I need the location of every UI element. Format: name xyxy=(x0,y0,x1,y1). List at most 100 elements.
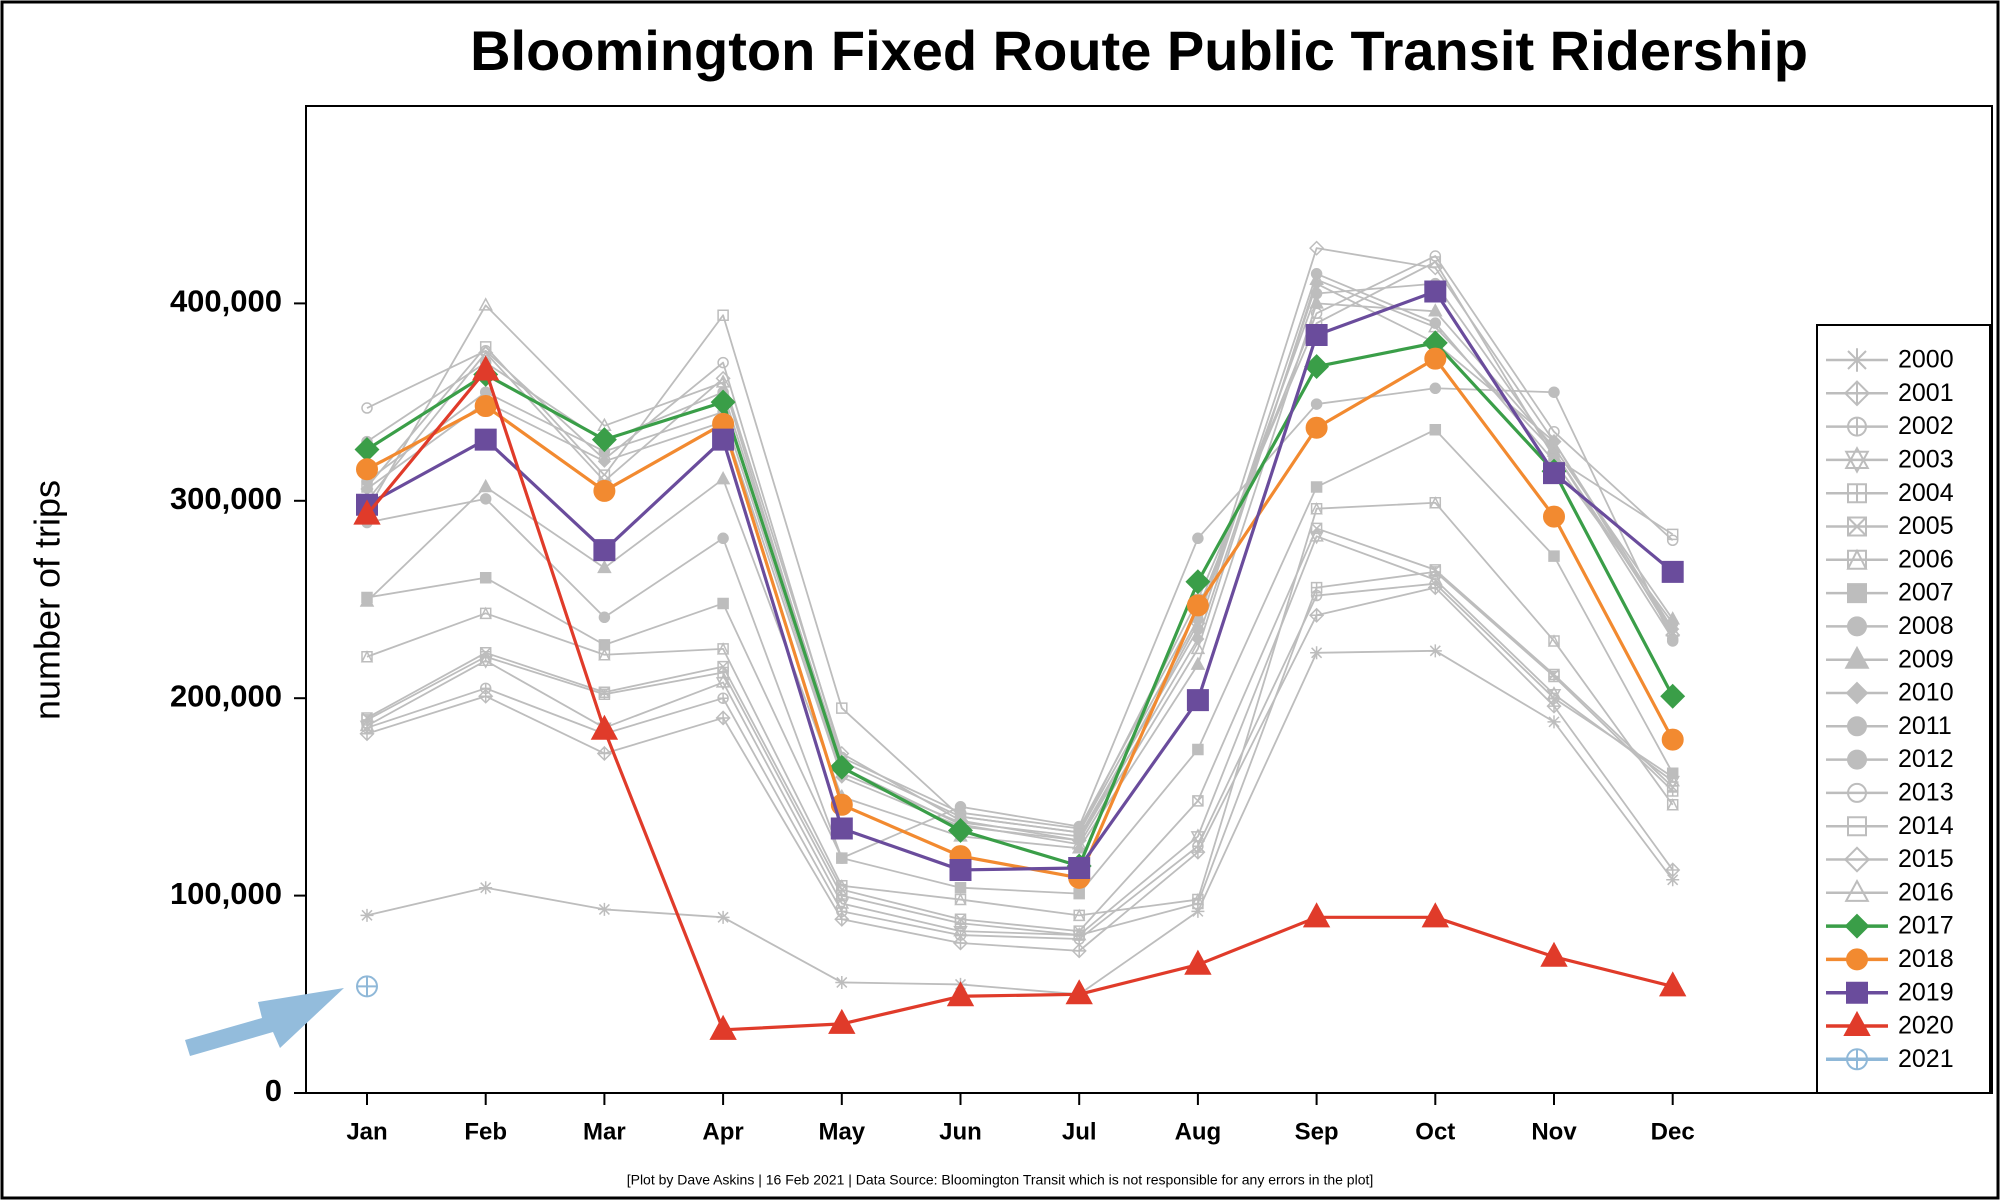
point xyxy=(949,858,972,881)
legend-label: 2012 xyxy=(1898,745,1954,773)
point xyxy=(829,754,855,780)
point xyxy=(360,650,374,663)
point xyxy=(1547,715,1561,729)
point xyxy=(1548,426,1560,438)
point xyxy=(948,817,973,843)
series-line xyxy=(366,582,1674,940)
point xyxy=(1191,904,1205,918)
point xyxy=(1190,828,1206,845)
point xyxy=(354,437,380,462)
point xyxy=(1666,534,1679,546)
point xyxy=(1429,423,1442,436)
legend-marker xyxy=(1844,913,1870,939)
legend-marker xyxy=(1846,1048,1869,1071)
series-line xyxy=(366,282,1674,834)
plot-frame xyxy=(305,105,1993,1094)
legend-marker xyxy=(1844,446,1870,474)
legend-label: 2001 xyxy=(1898,379,1954,407)
legend-label: 2011 xyxy=(1898,712,1952,740)
point xyxy=(1666,873,1680,887)
point xyxy=(361,402,373,414)
legend-label: 2018 xyxy=(1898,945,1954,973)
point xyxy=(717,532,729,544)
x-tick-label: Aug xyxy=(1175,1118,1222,1145)
series-line xyxy=(366,570,1674,936)
point xyxy=(1540,941,1568,967)
point xyxy=(1309,271,1324,285)
point xyxy=(954,881,967,894)
legend-label: 2021 xyxy=(1898,1045,1954,1073)
legend-marker xyxy=(1846,948,1869,971)
x-tick-label: Oct xyxy=(1415,1118,1455,1145)
point xyxy=(1543,462,1565,485)
legend-marker xyxy=(1847,782,1868,803)
point xyxy=(479,572,492,584)
legend-marker xyxy=(1847,583,1867,604)
legend-label: 2014 xyxy=(1898,812,1954,840)
arrow xyxy=(185,988,344,1056)
point xyxy=(474,428,497,451)
series-line xyxy=(366,535,1674,936)
point xyxy=(835,975,849,989)
legend-label: 2009 xyxy=(1898,645,1954,673)
point xyxy=(717,692,729,704)
legend-marker xyxy=(1845,681,1869,705)
x-tick-label: Feb xyxy=(464,1118,507,1145)
point xyxy=(598,686,611,699)
point xyxy=(716,910,730,924)
point xyxy=(1185,569,1211,595)
point xyxy=(1310,522,1323,535)
point xyxy=(717,309,729,321)
point xyxy=(1424,347,1447,370)
point xyxy=(356,975,379,998)
point xyxy=(597,902,611,916)
legend-marker xyxy=(1847,516,1867,537)
x-tick-label: Jun xyxy=(939,1118,982,1145)
legend-label: 2013 xyxy=(1898,779,1954,807)
point xyxy=(479,881,493,895)
point xyxy=(1309,607,1325,623)
legend-label: 2000 xyxy=(1898,346,1954,374)
point xyxy=(474,395,497,418)
point xyxy=(1421,902,1449,928)
series-line xyxy=(366,261,1674,834)
point xyxy=(1424,280,1447,303)
point xyxy=(715,471,731,485)
point xyxy=(717,597,729,610)
point xyxy=(353,499,381,525)
point xyxy=(1666,798,1679,811)
x-tick-label: May xyxy=(818,1118,865,1145)
y-tick-label: 300,000 xyxy=(170,481,282,516)
y-axis-label: number of trips xyxy=(27,480,68,720)
series-line xyxy=(365,368,1674,1032)
footnote: [Plot by Dave Askins | 16 Feb 2021 | Dat… xyxy=(627,1172,1374,1188)
point xyxy=(1548,386,1560,398)
series-line xyxy=(366,247,1674,842)
point xyxy=(590,714,619,740)
point xyxy=(1665,623,1680,637)
point xyxy=(1310,581,1323,594)
point xyxy=(1309,240,1325,256)
series-line xyxy=(366,289,1674,872)
point xyxy=(593,539,616,562)
point xyxy=(1305,323,1328,346)
point xyxy=(1659,971,1687,997)
legend-marker xyxy=(1843,846,1871,873)
point xyxy=(1666,781,1679,793)
point xyxy=(1429,496,1442,509)
point xyxy=(478,297,493,311)
point xyxy=(1186,594,1209,617)
point xyxy=(472,355,500,381)
point xyxy=(1428,644,1442,658)
point xyxy=(360,908,374,922)
point xyxy=(1546,443,1562,457)
legend-marker xyxy=(1847,749,1868,770)
x-tick-label: Jul xyxy=(1062,1118,1097,1145)
point xyxy=(1073,887,1085,900)
point xyxy=(359,593,375,607)
point xyxy=(1310,646,1324,660)
point xyxy=(716,642,730,655)
series-line xyxy=(366,387,1674,859)
series-line xyxy=(366,302,1674,850)
legend-marker xyxy=(1847,716,1868,737)
